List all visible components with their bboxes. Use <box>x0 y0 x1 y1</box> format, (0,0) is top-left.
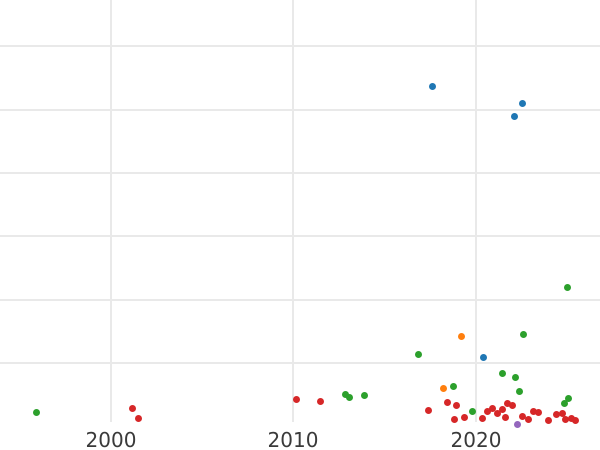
data-point-blue <box>518 99 526 107</box>
data-point-red <box>478 414 486 422</box>
data-point-red <box>460 413 468 421</box>
data-point-green <box>468 407 476 415</box>
data-point-red <box>316 397 324 405</box>
data-point-red <box>424 406 432 414</box>
data-point-red <box>452 401 460 409</box>
gridline-vertical <box>110 0 112 422</box>
data-point-red <box>443 398 451 406</box>
data-point-red <box>503 399 511 407</box>
data-point-orange <box>439 384 447 392</box>
data-point-green <box>560 399 568 407</box>
data-point-green <box>511 373 519 381</box>
gridline-vertical <box>475 0 477 422</box>
data-point-red <box>552 410 560 418</box>
data-point-purple <box>513 420 521 428</box>
data-point-green <box>341 390 349 398</box>
data-point-red <box>544 416 552 424</box>
data-point-red <box>571 416 579 424</box>
data-point-red <box>292 395 300 403</box>
data-point-blue <box>428 82 436 90</box>
data-point-green <box>519 330 527 338</box>
data-point-red <box>128 404 136 412</box>
data-point-green <box>515 387 523 395</box>
data-point-green <box>360 391 368 399</box>
gridline-horizontal <box>0 362 600 364</box>
gridline-horizontal <box>0 109 600 111</box>
data-point-green <box>32 408 40 416</box>
data-point-green <box>498 369 506 377</box>
gridline-horizontal <box>0 45 600 47</box>
x-tick-label: 2000 <box>85 428 137 450</box>
data-point-blue <box>479 353 487 361</box>
data-point-red <box>534 408 542 416</box>
data-point-red <box>498 405 506 413</box>
data-point-orange <box>457 332 465 340</box>
data-point-green <box>449 382 457 390</box>
data-point-red <box>134 414 142 422</box>
gridline-horizontal <box>0 235 600 237</box>
data-point-red <box>493 409 501 417</box>
data-point-red <box>501 413 509 421</box>
x-tick-label: 2010 <box>267 428 319 450</box>
data-point-red <box>450 415 458 423</box>
data-point-red <box>524 415 532 423</box>
data-point-red <box>518 412 526 420</box>
data-point-red <box>483 407 491 415</box>
data-point-red <box>567 414 575 422</box>
data-point-blue <box>510 112 518 120</box>
data-point-green <box>563 283 571 291</box>
data-point-red <box>558 409 566 417</box>
gridline-horizontal <box>0 299 600 301</box>
x-tick-label: 2020 <box>450 428 502 450</box>
gridline-horizontal <box>0 172 600 174</box>
data-point-red <box>488 404 496 412</box>
data-point-green <box>414 350 422 358</box>
data-point-green <box>564 394 572 402</box>
data-point-red <box>561 415 569 423</box>
data-point-red <box>529 407 537 415</box>
data-point-red <box>508 401 516 409</box>
data-point-green <box>345 393 353 401</box>
gridline-vertical <box>292 0 294 422</box>
